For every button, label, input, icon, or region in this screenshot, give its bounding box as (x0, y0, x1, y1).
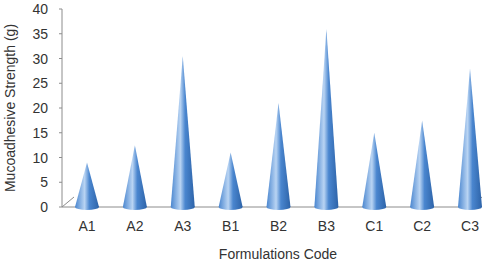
chart-svg: 0 5 10 15 20 25 30 35 40 A1 A2 A3 B1 B2 B3 C1 C2 C3 Formul… (0, 0, 500, 267)
y-tick-label: 5 (40, 174, 48, 190)
cone-bar (123, 145, 147, 210)
x-tick-label: B1 (222, 218, 239, 234)
x-tick-label: B3 (318, 218, 335, 234)
y-tick-label: 20 (32, 100, 48, 116)
y-tick-label: 15 (32, 125, 48, 141)
y-tick-label: 40 (32, 1, 48, 17)
y-tick (59, 207, 62, 208)
cone-bar (267, 103, 291, 210)
y-tick (59, 83, 62, 84)
x-tick-label: C3 (461, 218, 479, 234)
cone-bar (410, 120, 434, 210)
x-tick-label: A2 (126, 218, 143, 234)
x-tick-label: B2 (270, 218, 287, 234)
y-tick (59, 182, 62, 183)
cone-bar (458, 68, 482, 210)
x-axis-title: Formulations Code (219, 246, 337, 262)
y-tick-label: 10 (32, 150, 48, 166)
cone-bar (75, 162, 99, 210)
y-tick (59, 108, 62, 109)
y-tick-label: 35 (32, 26, 48, 42)
y-tick (59, 33, 62, 34)
y-tick-label: 30 (32, 51, 48, 67)
x-tick-label: C1 (365, 218, 383, 234)
cone-bar (219, 153, 243, 210)
cone-bar (171, 56, 195, 210)
bars (75, 29, 482, 210)
y-tick-label: 0 (40, 199, 48, 215)
y-tick (59, 58, 62, 59)
y-axis-title: Mucoadhesive Strength (g) (2, 24, 18, 192)
y-tick (59, 157, 62, 158)
y-tick (59, 9, 62, 10)
chart: 0 5 10 15 20 25 30 35 40 A1 A2 A3 B1 B2 B3 C1 C2 C3 Formul… (0, 0, 500, 267)
cone-bar (362, 133, 386, 210)
x-tick-label: C2 (413, 218, 431, 234)
y-tick (59, 132, 62, 133)
x-tick-label: A1 (78, 218, 95, 234)
floor-edge (62, 197, 74, 207)
x-tick-label: A3 (174, 218, 191, 234)
y-tick-label: 25 (32, 75, 48, 91)
cone-bar (314, 29, 338, 210)
